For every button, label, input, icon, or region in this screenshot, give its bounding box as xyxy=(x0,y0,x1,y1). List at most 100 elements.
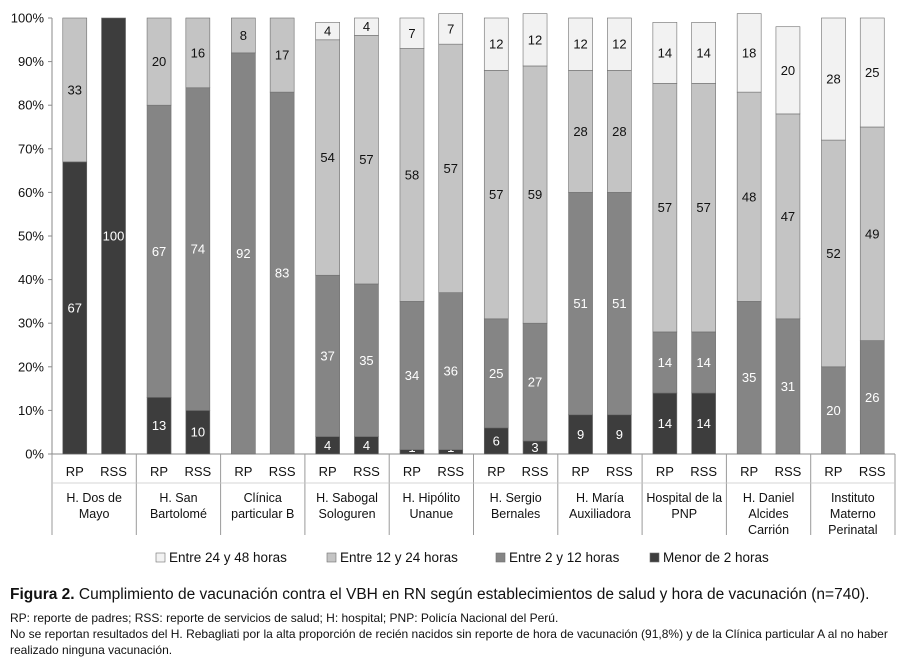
x-tick-label: RP xyxy=(572,464,590,479)
bar-segment xyxy=(269,17,295,93)
bar-segment xyxy=(821,17,846,141)
bar-data-label: 20 xyxy=(781,63,795,78)
bar-segment xyxy=(231,52,256,455)
bar-data-label: 4 xyxy=(324,438,331,453)
bar-segment xyxy=(775,26,801,115)
bar-data-label: 8 xyxy=(240,28,247,43)
y-tick-label: 10% xyxy=(18,403,44,418)
bar-segment xyxy=(652,392,678,455)
bar-data-label: 57 xyxy=(696,200,710,215)
group-label: Unanue xyxy=(409,507,453,521)
bar-data-label: 57 xyxy=(489,187,503,202)
bar-data-label: 35 xyxy=(742,370,756,385)
group-label: H. Daniel xyxy=(743,491,794,505)
bar-segment xyxy=(607,17,632,71)
group-label: H. Sergio xyxy=(490,491,542,505)
bar-data-label: 28 xyxy=(573,124,587,139)
legend-swatch xyxy=(495,552,506,563)
x-tick-label: RP xyxy=(403,464,421,479)
x-tick-label: RSS xyxy=(775,464,802,479)
bar-segment xyxy=(146,397,172,455)
bar-data-label: 57 xyxy=(658,200,672,215)
bar-data-label: 14 xyxy=(696,416,710,431)
bar-data-label: 12 xyxy=(573,37,587,52)
y-tick-label: 40% xyxy=(18,272,44,287)
bar-segment xyxy=(821,139,846,368)
bar-data-label: 12 xyxy=(612,37,626,52)
bar-segment xyxy=(399,301,425,450)
bar-segment xyxy=(652,22,678,84)
bar-segment xyxy=(185,17,211,89)
bar-data-label: 49 xyxy=(865,226,879,241)
bar-data-label: 14 xyxy=(658,355,672,370)
bar-data-label: 51 xyxy=(573,296,587,311)
bar-data-label: 59 xyxy=(528,187,542,202)
figure-note-abbreviations: RP: reporte de padres; RSS: reporte de s… xyxy=(10,611,559,625)
y-tick-label: 20% xyxy=(18,359,44,374)
bar-segment xyxy=(399,17,425,49)
x-tick-label: RSS xyxy=(437,464,464,479)
bar-segment xyxy=(652,83,678,333)
group-label: Auxiliadora xyxy=(569,507,631,521)
group-label: Bartolomé xyxy=(150,507,207,521)
bar-data-label: 52 xyxy=(826,246,840,261)
legend-label: Entre 24 y 48 horas xyxy=(169,550,287,565)
bar-segment xyxy=(522,322,548,442)
bar-data-label: 17 xyxy=(275,48,289,63)
bar-segment xyxy=(483,17,509,71)
y-tick-label: 30% xyxy=(18,316,44,331)
bar-data-label: 9 xyxy=(616,427,623,442)
bar-data-label: 37 xyxy=(320,348,334,363)
bar-segment xyxy=(736,13,762,93)
x-tick-label: RSS xyxy=(690,464,717,479)
bar-segment xyxy=(399,48,425,302)
bar-data-label: 3 xyxy=(531,440,538,455)
x-tick-label: RP xyxy=(150,464,168,479)
bar-data-label: 48 xyxy=(742,189,756,204)
bar-segment xyxy=(607,192,632,416)
bar-data-label: 34 xyxy=(405,368,419,383)
y-tick-label: 60% xyxy=(18,185,44,200)
bar-data-label: 6 xyxy=(493,433,500,448)
bar-segment xyxy=(691,22,716,84)
bar-data-label: 58 xyxy=(405,167,419,182)
bar-segment xyxy=(185,87,211,411)
y-tick-label: 90% xyxy=(18,54,44,69)
bar-data-label: 25 xyxy=(489,366,503,381)
bar-data-label: 28 xyxy=(826,72,840,87)
bar-segment xyxy=(522,13,548,67)
legend-label: Entre 2 y 12 horas xyxy=(509,550,620,565)
bar-segment xyxy=(438,43,464,293)
y-tick-label: 70% xyxy=(18,141,44,156)
bar-segment xyxy=(568,70,593,193)
bar-data-label: 31 xyxy=(781,379,795,394)
figure-title: Figura 2. Cumplimiento de vacunación con… xyxy=(10,586,895,604)
bar-data-label: 92 xyxy=(236,246,250,261)
bar-data-label: 4 xyxy=(363,438,370,453)
bar-segment xyxy=(859,340,885,455)
x-tick-label: RSS xyxy=(184,464,211,479)
bar-segment xyxy=(231,17,256,54)
bar-segment xyxy=(62,161,88,455)
bar-data-label: 74 xyxy=(191,242,205,257)
bar-data-label: 28 xyxy=(612,124,626,139)
bar-data-label: 67 xyxy=(68,300,82,315)
legend-label: Menor de 2 horas xyxy=(663,550,769,565)
figure-caption: Figura 2. Cumplimiento de vacunación con… xyxy=(10,586,895,658)
bar-data-label: 13 xyxy=(152,418,166,433)
y-tick-label: 100% xyxy=(11,11,45,26)
bar-data-label: 14 xyxy=(658,416,672,431)
bar-segment xyxy=(568,192,593,416)
bar-segment xyxy=(269,91,295,455)
group-label: PNP xyxy=(671,507,697,521)
stacked-bar-chart: 0%10%20%30%40%50%60%70%80%90%100%6733RP1… xyxy=(11,11,896,565)
bar-data-label: 25 xyxy=(865,65,879,80)
bar-segment xyxy=(691,392,716,455)
bar-data-label: 4 xyxy=(324,24,331,39)
bar-data-label: 18 xyxy=(742,45,756,60)
y-tick-label: 80% xyxy=(18,98,44,113)
bar-segment xyxy=(354,283,379,437)
bar-segment xyxy=(607,70,632,193)
bar-data-label: 83 xyxy=(275,266,289,281)
bar-data-label: 47 xyxy=(781,209,795,224)
